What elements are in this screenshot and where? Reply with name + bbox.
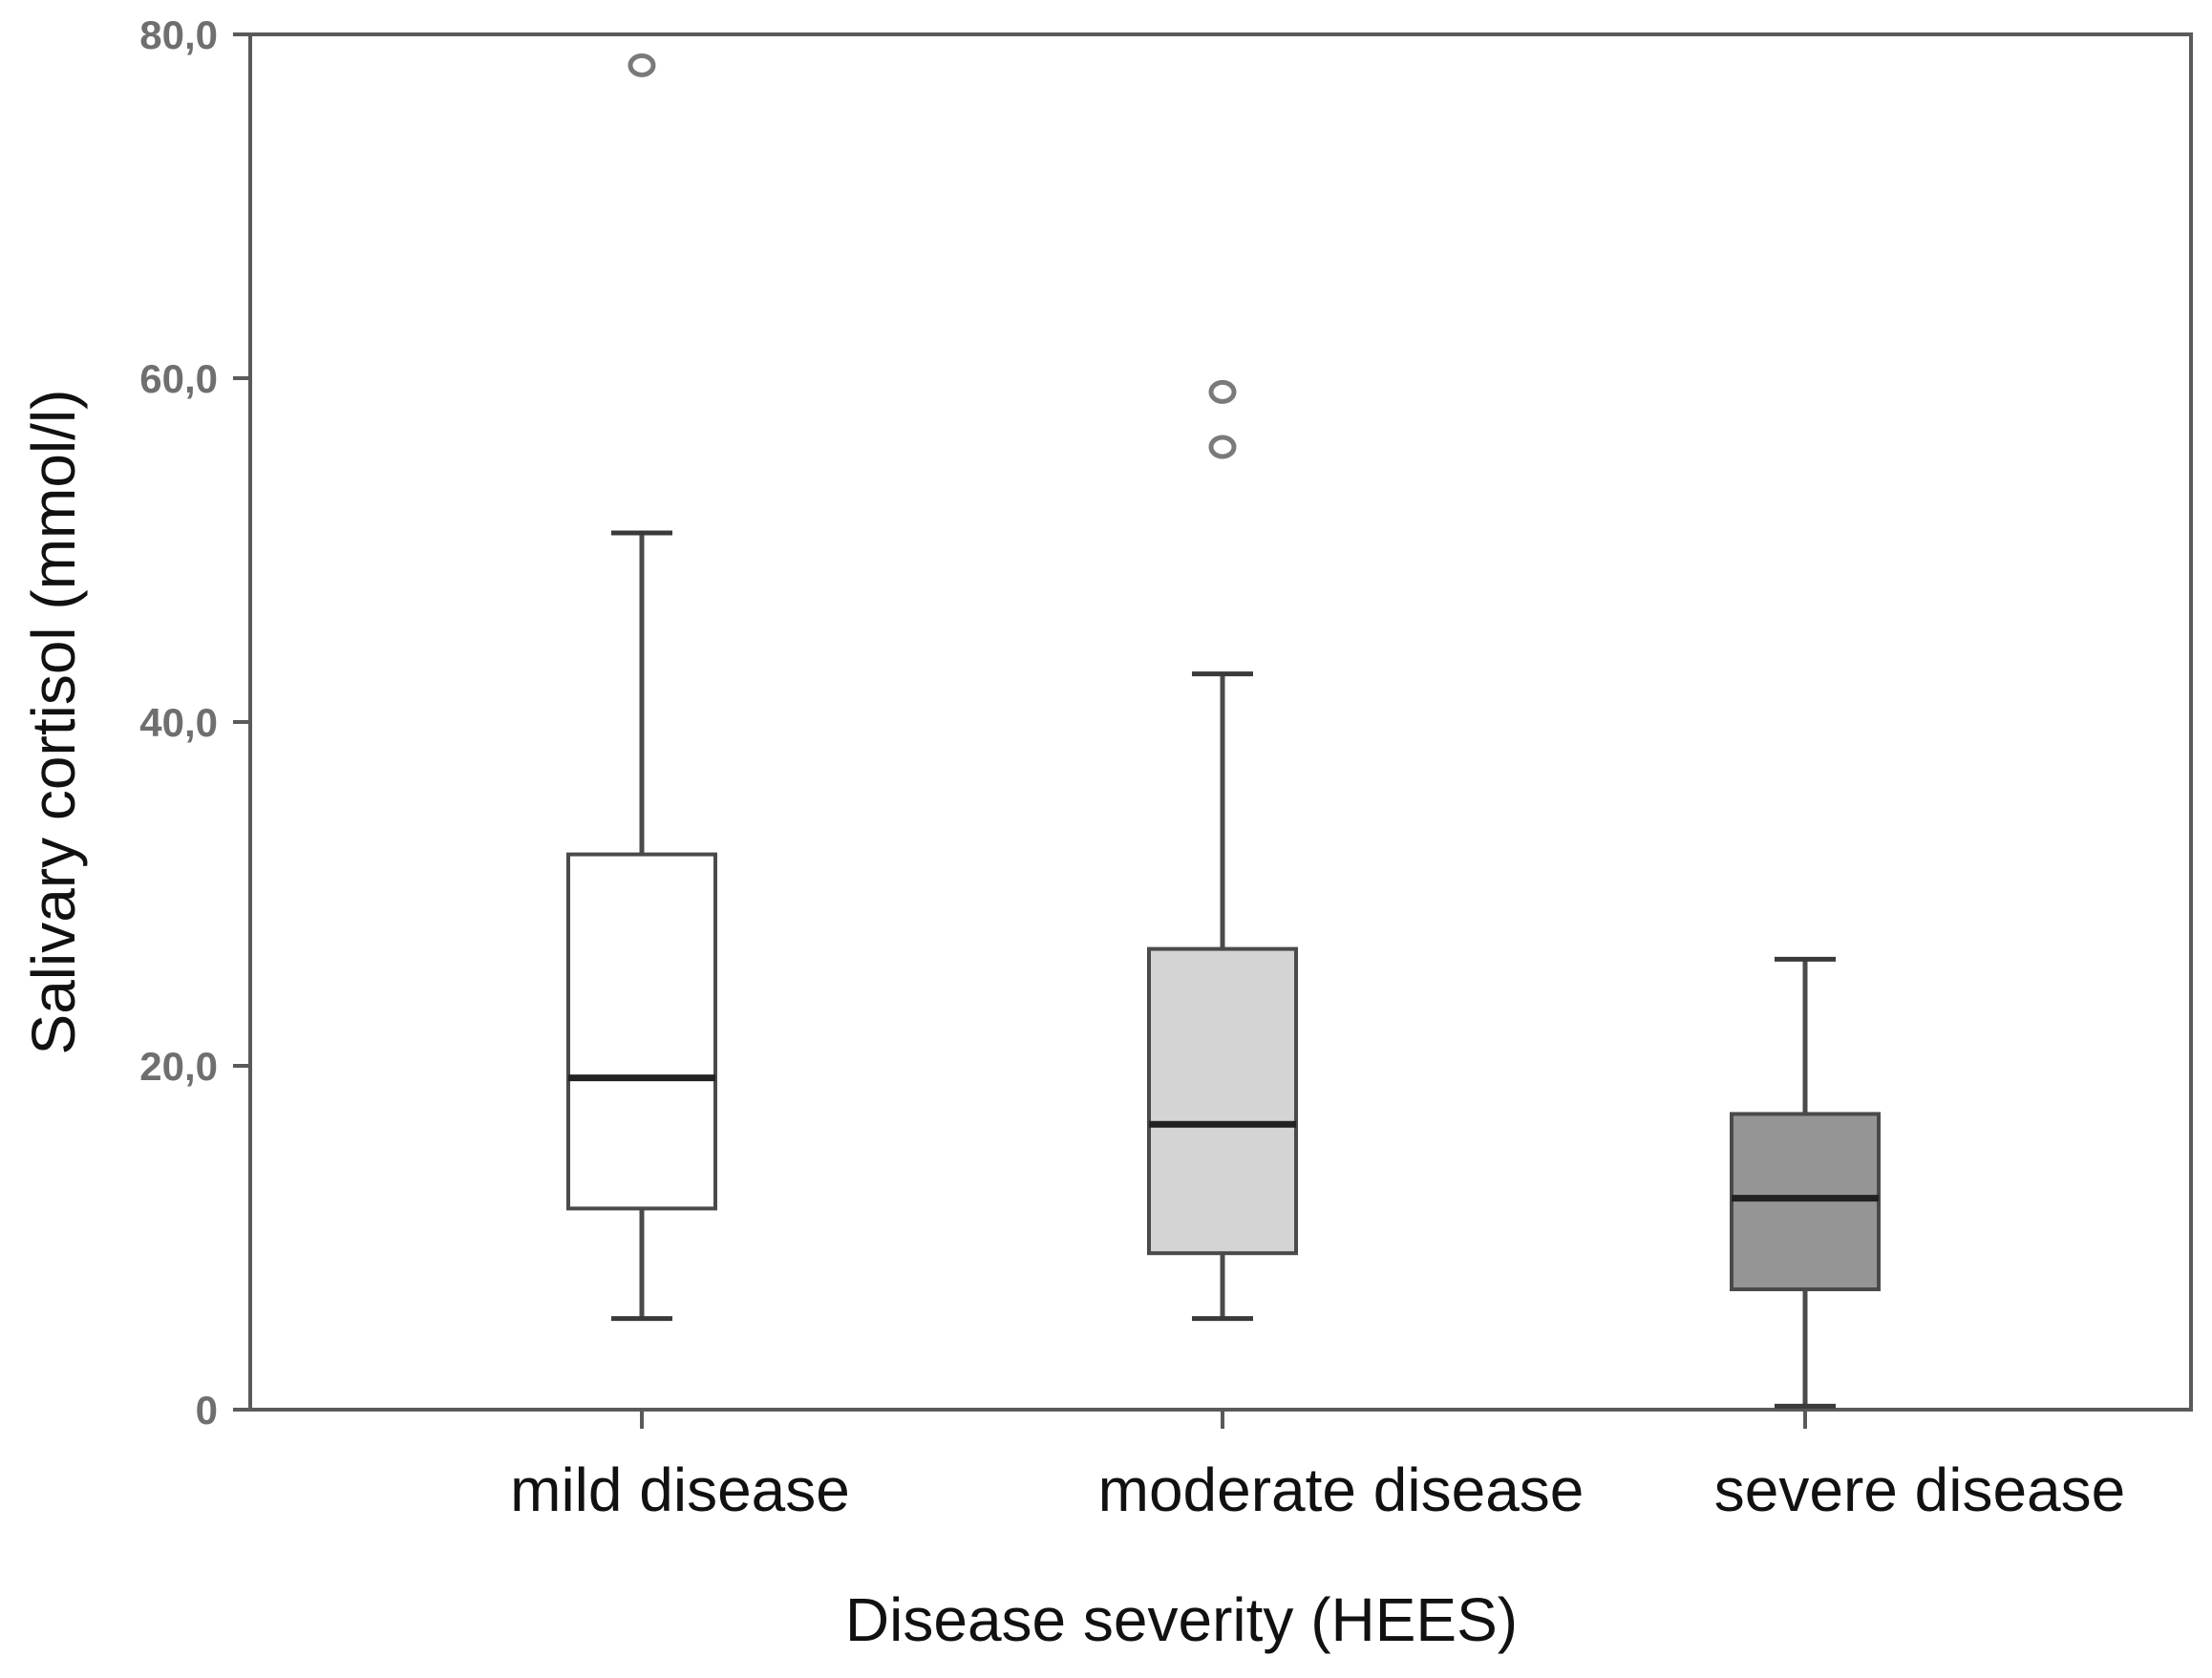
y-tick-label: 60,0 — [139, 356, 218, 401]
y-tick-label: 0 — [196, 1388, 218, 1433]
outlier-point — [1208, 435, 1237, 459]
y-tick-label: 20,0 — [139, 1044, 218, 1089]
iqr-box — [1147, 946, 1298, 1256]
iqr-box — [1730, 1112, 1881, 1292]
box-series — [566, 53, 1881, 1409]
x-axis: mild disease moderate disease severe disea… — [510, 1410, 2125, 1524]
y-axis: 0 20,0 40,0 60,0 80,0 — [139, 12, 250, 1433]
y-axis-title: Salivary cortisol (mmol/l) — [19, 390, 88, 1055]
x-tick-label: moderate disease — [1098, 1455, 1585, 1524]
y-tick-label: 80,0 — [139, 12, 218, 57]
box-severe-disease — [1730, 956, 1881, 1409]
outlier-point — [1208, 379, 1237, 404]
x-tick-label: mild disease — [510, 1455, 850, 1524]
x-tick-label: severe disease — [1714, 1455, 2125, 1524]
iqr-box — [566, 852, 717, 1211]
y-tick-label: 40,0 — [139, 700, 218, 745]
box-mild-disease — [566, 53, 717, 1322]
box-moderate-disease — [1147, 379, 1298, 1322]
outlier-point — [627, 53, 656, 77]
x-axis-title: Disease severity (HEES) — [845, 1585, 1518, 1654]
